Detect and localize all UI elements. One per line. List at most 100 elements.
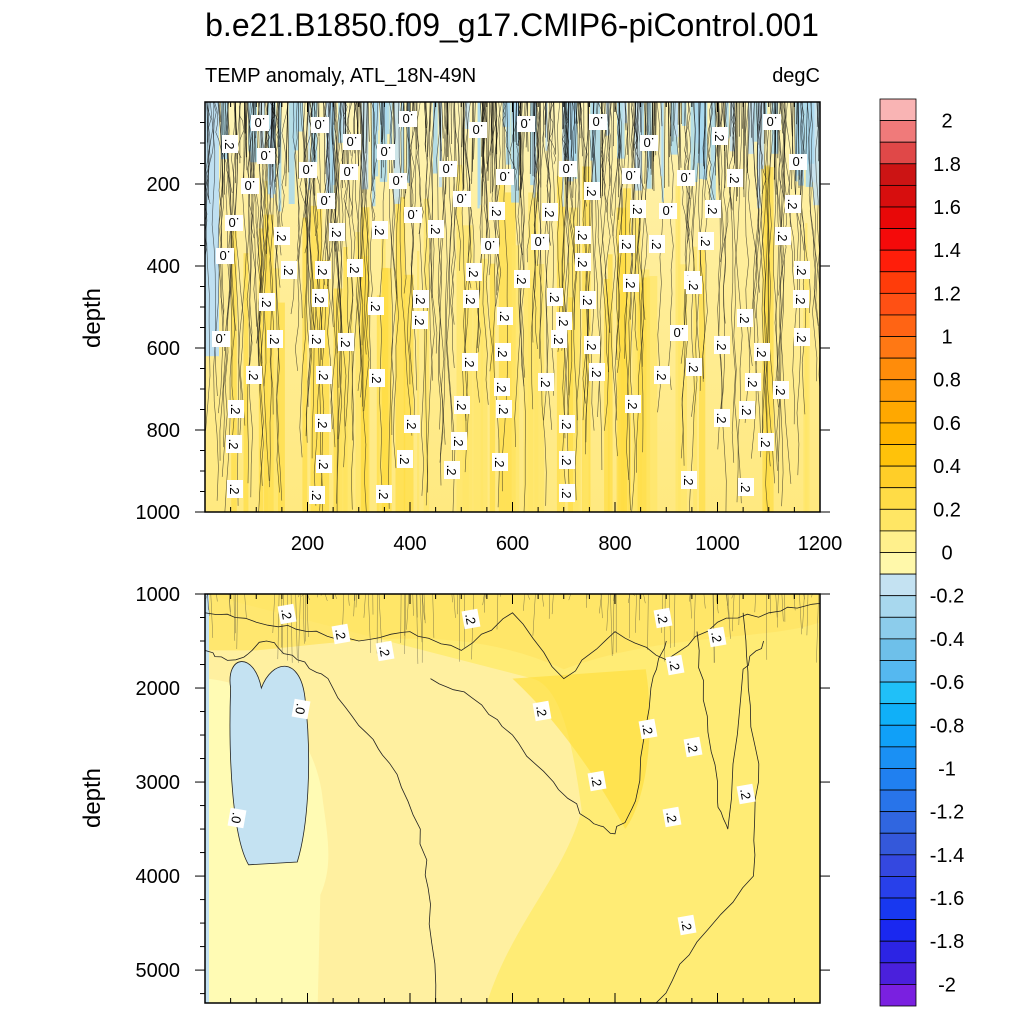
contour-label-box <box>587 770 607 792</box>
contour-label-text: .0 <box>245 178 256 193</box>
contour-line <box>423 594 426 624</box>
contour-line <box>688 102 701 512</box>
contour-line <box>796 102 798 125</box>
contour-label-text: .2 <box>312 293 327 304</box>
contour-label-text: .2 <box>727 173 742 184</box>
contour-line <box>806 594 809 636</box>
warm-streak <box>573 243 581 512</box>
contour-line <box>308 102 310 123</box>
contour-line <box>429 102 432 132</box>
contour-line <box>544 102 546 125</box>
contour-line <box>460 102 469 436</box>
warm-streak <box>511 245 520 512</box>
contour-line <box>371 102 379 227</box>
contour-label-text: .2 <box>785 199 800 210</box>
contour-line <box>393 102 405 469</box>
contour-line <box>557 102 569 416</box>
contour-label-text: .2 <box>278 607 295 620</box>
contour-line <box>652 102 654 162</box>
warm-streak <box>480 258 488 512</box>
contour-label: .0 <box>677 170 695 186</box>
contour-label: .2 <box>707 626 727 648</box>
contour-line <box>781 102 783 134</box>
contour-line <box>244 102 247 140</box>
contour-line <box>732 102 735 157</box>
contour-label: .2 <box>681 471 697 489</box>
cold-blob <box>229 661 310 866</box>
contour-label-box <box>625 395 641 413</box>
contour-label-box <box>227 480 243 498</box>
contour-label: .2 <box>413 290 429 308</box>
warm-streak <box>678 264 687 512</box>
contour-label-text: .0 <box>593 114 604 129</box>
contour-label: .0 <box>311 117 329 133</box>
contour-line <box>506 102 509 174</box>
contour-label-text: .0 <box>473 122 484 137</box>
contour-line <box>302 594 305 644</box>
contour-label-box <box>469 122 487 138</box>
contour-label-text: .0 <box>457 191 468 206</box>
contour-line <box>363 594 366 618</box>
contour-line <box>205 102 211 431</box>
subtitle-right: degC <box>772 65 820 87</box>
contour-line <box>635 594 637 633</box>
contour-line <box>360 102 367 512</box>
contour-label: .2 <box>227 480 243 498</box>
colorbar-box <box>879 703 917 726</box>
contour-label-box <box>312 289 328 307</box>
contour-line <box>250 102 261 327</box>
contour-label-box <box>547 288 563 306</box>
contour-label-text: .2 <box>684 740 701 753</box>
colorbar-box <box>879 573 917 597</box>
contour-label-box <box>630 200 646 218</box>
contour-label: .2 <box>542 203 558 221</box>
lower-axes: 1000 2000 3000 4000 5000 <box>136 584 830 1003</box>
cool-streak <box>725 102 729 139</box>
colorbar-box <box>879 487 917 510</box>
contour-label: .2 <box>316 366 332 384</box>
contour-label: .0 <box>439 161 457 177</box>
cool-streak <box>562 102 565 207</box>
contour-label-box <box>317 193 335 209</box>
contour-label: .2 <box>497 307 513 325</box>
contour-label-box <box>665 654 685 676</box>
contour-label-text: .0 <box>644 135 655 150</box>
contour-label: .2 <box>775 227 791 245</box>
contour-label-text: .0 <box>500 169 511 184</box>
contour-label-box <box>212 331 230 347</box>
contour-label: .2 <box>758 433 774 451</box>
contour-label: .0 <box>517 116 535 132</box>
contour-label: .2 <box>246 366 262 384</box>
contour-line <box>585 102 594 443</box>
contour-line <box>727 594 731 639</box>
contour-label-text: .2 <box>754 347 769 358</box>
contour-line <box>373 102 375 180</box>
contour-line <box>738 594 741 626</box>
contour-label-box <box>745 373 761 391</box>
contour-label-box <box>662 806 682 828</box>
contour-line <box>655 612 760 1003</box>
contour-label: .2 <box>683 736 703 758</box>
contour-line <box>238 102 249 449</box>
contour-label: .0 <box>622 168 640 184</box>
contour-label: .2 <box>662 806 682 828</box>
contour-label: .2 <box>630 200 646 218</box>
contour-line <box>451 594 453 603</box>
contour-label-text: .0 <box>229 215 240 230</box>
contour-label-box <box>559 415 575 433</box>
contour-label-box <box>793 290 809 308</box>
contour-label-box <box>775 227 791 245</box>
contour-line <box>380 102 383 179</box>
contour-label-box <box>737 309 753 327</box>
contour-label: .0 <box>216 248 234 264</box>
contour-line <box>592 102 603 471</box>
contour-label: .2 <box>312 289 328 307</box>
contour-label-text: .2 <box>463 294 478 305</box>
warm-streak <box>646 276 658 512</box>
contour-label-box <box>794 328 810 346</box>
contour-label-text: .0 <box>344 164 355 179</box>
contour-label: .2 <box>785 195 801 213</box>
contour-label-box <box>439 161 457 177</box>
colorbar-box <box>879 292 917 316</box>
